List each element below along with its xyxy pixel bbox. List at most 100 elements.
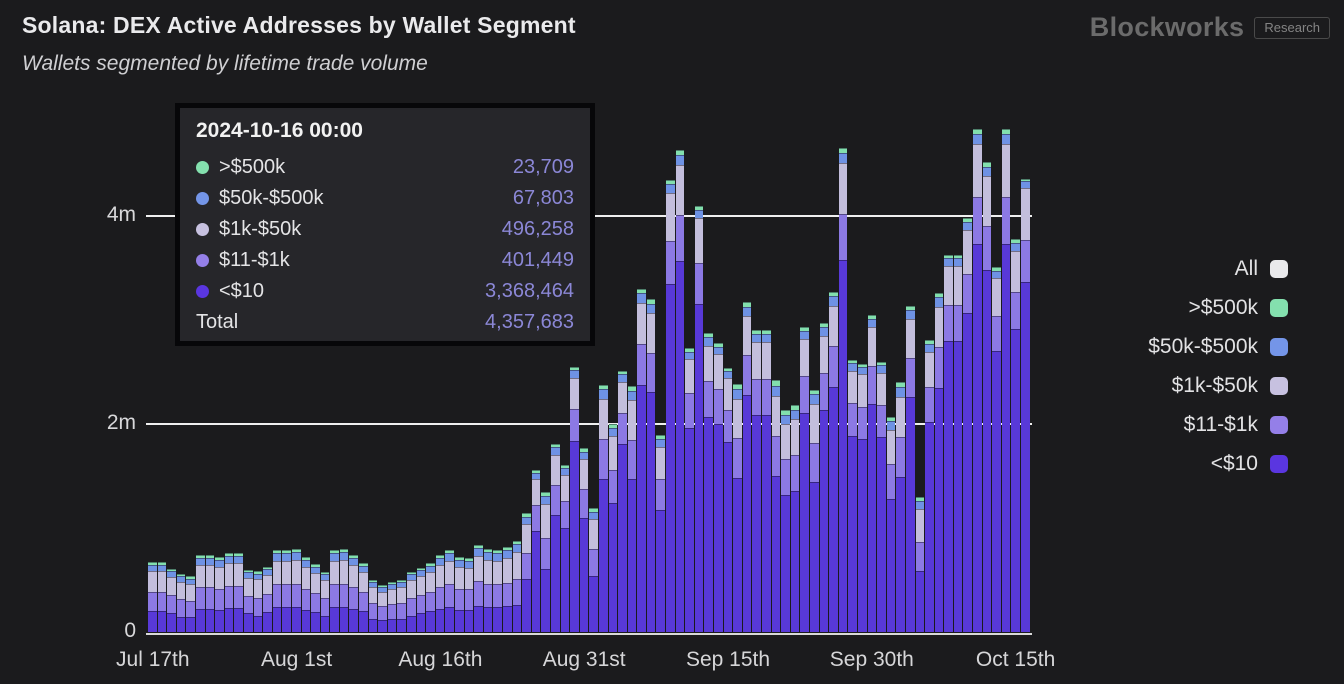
bar[interactable] [723,367,733,632]
bar[interactable] [148,562,157,632]
bar[interactable] [809,389,819,632]
bar[interactable] [953,254,963,632]
bar[interactable] [387,582,397,632]
bar[interactable] [493,549,502,632]
bar[interactable] [215,557,224,632]
bar[interactable] [291,548,301,632]
bar[interactable] [627,385,637,632]
bar[interactable] [579,448,589,632]
bar[interactable] [541,491,550,632]
bar[interactable] [992,267,1001,632]
bar[interactable] [800,327,809,632]
bar[interactable] [445,549,454,632]
bar[interactable] [598,384,608,632]
bar[interactable] [973,128,982,632]
bar[interactable] [982,161,992,632]
bar[interactable] [666,179,675,632]
bar[interactable] [435,555,445,632]
bar[interactable] [877,361,886,632]
bar[interactable] [925,339,934,632]
bar[interactable] [752,330,761,632]
bar[interactable] [896,382,905,632]
bar[interactable] [301,557,311,632]
bar[interactable] [378,585,387,632]
bar[interactable] [781,410,790,632]
bar[interactable] [416,567,426,632]
bar[interactable] [685,348,694,632]
bar[interactable] [464,558,474,632]
bar[interactable] [397,580,407,632]
bar[interactable] [560,464,570,632]
bar[interactable] [934,292,944,632]
bar[interactable] [886,416,896,632]
bar[interactable] [618,371,627,632]
bar[interactable] [675,150,685,632]
bar[interactable] [704,333,714,632]
bar[interactable] [349,555,359,632]
bar[interactable] [320,571,330,632]
bar[interactable] [311,564,320,632]
bar[interactable] [733,383,742,632]
bar[interactable] [1001,128,1011,632]
bar[interactable] [455,557,464,632]
bar[interactable] [512,540,522,632]
bar[interactable] [714,343,723,632]
bar[interactable] [167,568,176,632]
bar[interactable] [522,513,531,632]
bar[interactable] [368,580,378,632]
bar[interactable] [330,549,339,632]
legend-item--10[interactable]: <$10 [1148,452,1288,475]
bar[interactable] [176,573,186,632]
bar[interactable] [243,569,253,632]
legend-item--500k[interactable]: >$500k [1148,296,1288,319]
bar[interactable] [359,563,368,632]
bar[interactable] [742,302,752,632]
bar[interactable] [790,405,800,632]
bar[interactable] [1011,239,1021,632]
bar[interactable] [426,563,435,632]
bar[interactable] [963,218,973,632]
bar[interactable] [829,291,838,632]
legend-item--50k-500k[interactable]: $50k-$500k [1148,335,1288,358]
bar[interactable] [195,555,205,632]
bar[interactable] [589,508,598,632]
bar[interactable] [502,546,512,632]
bar[interactable] [531,469,541,632]
bar[interactable] [570,366,579,632]
bar[interactable] [646,299,656,632]
x-tick-label: Sep 30th [829,648,914,671]
bar[interactable] [483,548,493,632]
bar[interactable] [694,205,704,632]
legend-item--1k-50k[interactable]: $1k-$50k [1148,374,1288,397]
bar[interactable] [253,570,263,632]
bar[interactable] [263,566,272,632]
bar[interactable] [224,552,234,632]
bar[interactable] [656,435,666,632]
bar[interactable] [819,323,829,632]
bar-segment [560,464,570,468]
bar[interactable] [771,380,781,632]
bar[interactable] [762,330,771,632]
bar[interactable] [282,549,291,632]
bar[interactable] [474,544,483,632]
bar[interactable] [915,496,925,632]
bar[interactable] [407,571,416,632]
legend-item-all[interactable]: All [1148,257,1288,280]
bar[interactable] [550,443,560,632]
bar[interactable] [1021,178,1030,632]
bar[interactable] [205,555,215,632]
bar[interactable] [857,363,867,632]
bar[interactable] [157,562,167,632]
bar[interactable] [838,148,848,632]
bar[interactable] [848,359,857,632]
bar[interactable] [339,548,349,632]
bar[interactable] [905,305,915,632]
bar[interactable] [944,254,953,632]
bar[interactable] [867,314,877,632]
bar[interactable] [234,552,243,632]
legend-item--11-1k[interactable]: $11-$1k [1148,413,1288,436]
bar[interactable] [186,575,195,632]
bar[interactable] [608,423,618,632]
bar[interactable] [637,288,646,632]
bar[interactable] [272,549,282,632]
